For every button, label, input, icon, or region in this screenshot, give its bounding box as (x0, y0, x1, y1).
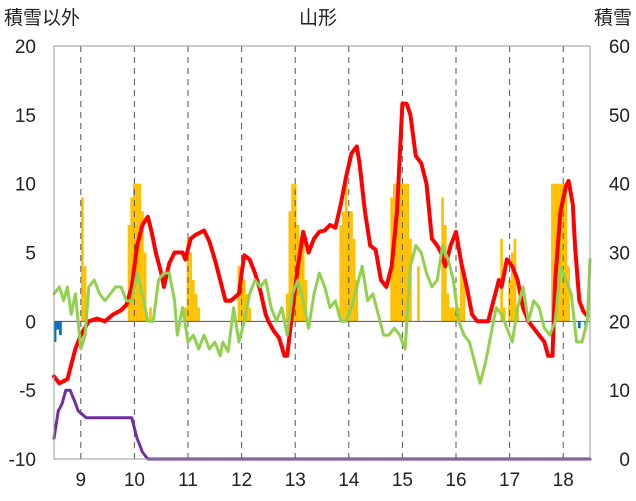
orange-bar (564, 183, 568, 322)
orange-bar (352, 238, 356, 322)
orange-bar (567, 266, 570, 322)
orange-bar (83, 266, 87, 322)
orange-bar (285, 293, 289, 322)
orange-bar (417, 266, 420, 322)
blue-bar (53, 321, 57, 342)
x-tick-label: 11 (178, 470, 198, 491)
chart-title: 山形 (299, 7, 337, 29)
y-left-tick-label: 10 (15, 175, 36, 196)
orange-bar (130, 197, 134, 322)
x-tick-label: 10 (124, 470, 145, 491)
orange-bar (561, 183, 565, 322)
orange-bar (398, 183, 402, 322)
orange-bar (462, 280, 466, 322)
orange-bar (291, 183, 294, 322)
orange-bar (301, 238, 305, 322)
orange-bar (451, 307, 455, 322)
y-right-tick-label: 10 (609, 381, 630, 402)
orange-bar (559, 183, 562, 322)
blue-bar (56, 321, 60, 330)
orange-bar (149, 307, 152, 322)
orange-bar (350, 211, 353, 322)
orange-bar (141, 211, 144, 322)
x-tick-label: 18 (553, 470, 574, 491)
x-tick-label: 15 (392, 470, 413, 491)
x-tick-label: 17 (499, 470, 520, 491)
orange-bar (143, 252, 147, 322)
orange-bar (194, 293, 198, 322)
right-axis-label: 積雪 (594, 7, 632, 29)
blue-bar (577, 321, 581, 329)
y-right-tick-label: 60 (609, 37, 630, 58)
y-left-tick-label: -5 (19, 381, 36, 402)
x-tick-label: 14 (338, 470, 360, 491)
x-tick-label: 13 (285, 470, 306, 491)
orange-bar (127, 224, 131, 322)
y-left-tick-label: 0 (25, 312, 36, 333)
orange-bar (192, 280, 195, 322)
orange-bar (355, 280, 359, 322)
orange-bar (189, 252, 193, 322)
orange-bar (344, 183, 348, 322)
blue-bar (59, 321, 62, 336)
y-left-tick-label: 15 (15, 106, 36, 127)
orange-bar (288, 211, 292, 322)
tick-layer: 9 10 11 12 13 14 15 16 17 18 -10 -5 0 5 10 15 20 0 10 20 30 4… (9, 37, 630, 491)
y-right-tick-label: 0 (619, 450, 630, 471)
grid-layer (54, 46, 590, 459)
orange-bar (460, 266, 463, 322)
orange-bar (553, 183, 557, 322)
green-line (52, 244, 592, 385)
x-tick-label: 12 (231, 470, 252, 491)
left-axis-label: 積雪以外 (4, 7, 80, 29)
orange-bar (401, 183, 404, 322)
x-tick-label: 16 (445, 470, 466, 491)
orange-bar (138, 183, 142, 322)
orange-bar (502, 307, 506, 322)
y-left-tick-label: -10 (9, 450, 36, 471)
orange-bar (443, 224, 447, 322)
orange-bar (510, 252, 514, 322)
orange-bar (299, 238, 302, 322)
y-right-tick-label: 30 (609, 244, 630, 265)
plot-frame (53, 45, 591, 460)
orange-bar (513, 238, 517, 322)
orange-bar (403, 183, 407, 322)
orange-bar (449, 307, 452, 322)
orange-bar (293, 183, 297, 322)
x-tick-label: 9 (76, 470, 87, 491)
orange-bar (339, 224, 343, 322)
orange-bar (551, 183, 554, 322)
orange-bar (183, 307, 187, 322)
orange-bar (242, 280, 246, 322)
y-right-tick-label: 40 (609, 175, 630, 196)
y-right-tick-label: 50 (609, 106, 630, 127)
y-right-tick-label: 20 (609, 312, 630, 333)
orange-bar (248, 307, 251, 322)
orange-bar (304, 280, 308, 322)
orange-bar (81, 197, 84, 322)
y-left-tick-label: 20 (15, 37, 36, 58)
orange-bar (342, 211, 345, 322)
y-left-tick-label: 5 (25, 244, 36, 265)
orange-bar (395, 183, 399, 322)
orange-bar (446, 293, 450, 322)
orange-bar (406, 183, 410, 322)
orange-bar (197, 307, 201, 322)
